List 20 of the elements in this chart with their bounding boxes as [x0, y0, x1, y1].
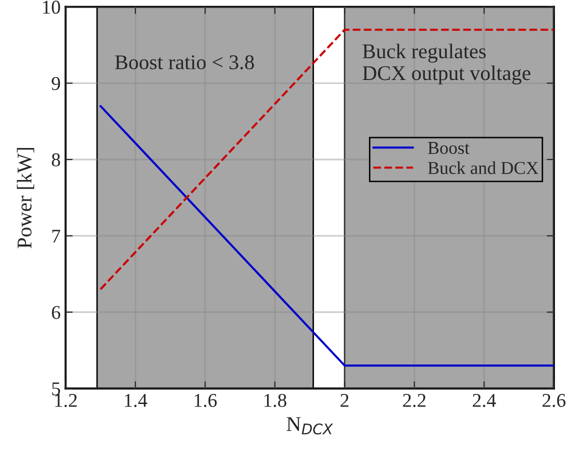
x-tick-label: 1.8 — [264, 394, 286, 408]
y-tick-label: 6 — [52, 306, 60, 320]
x-tick-label: 1.2 — [55, 394, 77, 408]
legend-label: Boost — [428, 142, 470, 154]
x-tick-label: 2.4 — [472, 394, 496, 408]
band-label: Boost ratio < 3.8 — [115, 55, 254, 70]
y-tick-label: 9 — [52, 77, 60, 90]
y-tick-label: 5 — [52, 382, 60, 396]
band-label: Buck regulates DCX output voltage — [362, 44, 530, 84]
legend-label: Buck and DCX — [428, 161, 538, 174]
x-tick-label: 1.4 — [124, 394, 148, 408]
x-axis-title: N$_{DCX}$ — [286, 417, 334, 434]
x-tick-label: 1.6 — [194, 394, 217, 408]
y-tick-label: 8 — [52, 153, 60, 166]
x-tick-label: 2.6 — [542, 394, 566, 408]
x-tick-label: 2.2 — [403, 394, 426, 408]
y-axis-title: Power [kW] — [16, 148, 34, 248]
y-tick-label: 10 — [43, 0, 60, 14]
x-tick-label: 2 — [340, 394, 348, 407]
y-tick-label: 7 — [52, 230, 60, 243]
